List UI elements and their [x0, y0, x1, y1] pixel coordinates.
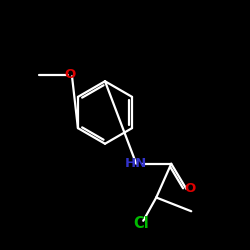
Text: O: O: [64, 68, 76, 82]
Text: O: O: [184, 182, 196, 195]
Text: Cl: Cl: [134, 216, 149, 231]
Text: HN: HN: [125, 157, 148, 170]
